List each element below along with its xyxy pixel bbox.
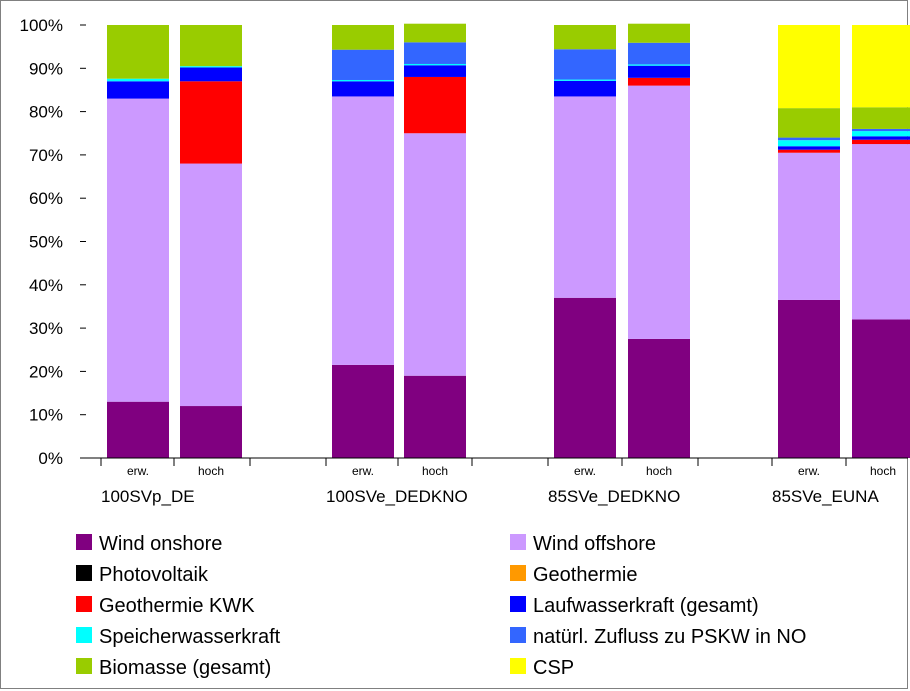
legend-label: Photovoltaik (99, 564, 209, 586)
legend-label: Geothermie KWK (99, 595, 255, 617)
bar-segment (180, 81, 242, 164)
x-subcategory-label: erw. (127, 464, 149, 478)
x-group-label: 85SVe_DEDKNO (548, 487, 680, 506)
bar-segment (778, 25, 840, 109)
legend-label: Wind offshore (533, 533, 656, 555)
bar-segment (628, 77, 690, 86)
y-tick-label: 20% (29, 362, 63, 381)
bar-segment (332, 25, 394, 50)
bar-segment (404, 133, 466, 376)
bar-segment (404, 42, 466, 64)
bar-segment (404, 23, 466, 43)
y-tick-label: 10% (29, 406, 63, 425)
bar-segment (404, 76, 466, 134)
x-group-label: 100SVe_DEDKNO (326, 487, 468, 506)
y-tick-label: 70% (29, 146, 63, 165)
bar-segment (332, 79, 394, 82)
legend-swatch (510, 565, 526, 581)
bar-segment (180, 163, 242, 407)
bar-segment (554, 80, 616, 97)
bar-segment (628, 64, 690, 66)
bar-segment (778, 108, 840, 138)
y-tick-label: 80% (29, 103, 63, 122)
y-tick-label: 40% (29, 276, 63, 295)
bar-segment (778, 146, 840, 150)
y-tick-label: 100% (20, 16, 63, 35)
bar-segment (554, 297, 616, 458)
bar-segment (180, 406, 242, 458)
bar-segment (852, 136, 910, 140)
bar-segment (554, 79, 616, 81)
bar-segment (554, 96, 616, 298)
y-tick-label: 30% (29, 319, 63, 338)
bar-segment (852, 144, 910, 320)
x-subcategory-label: hoch (870, 464, 896, 478)
bar-segment (180, 25, 242, 67)
legend-swatch (510, 658, 526, 674)
bar-segment (852, 131, 910, 137)
x-subcategory-label: erw. (352, 464, 374, 478)
legend-label: Laufwasserkraft (gesamt) (533, 595, 759, 617)
bar-segment (778, 149, 840, 153)
y-tick-label: 90% (29, 59, 63, 78)
x-subcategory-label: erw. (574, 464, 596, 478)
bar-segment (107, 401, 169, 458)
bar-segment (332, 81, 394, 97)
y-tick-label: 60% (29, 189, 63, 208)
bar-segment (180, 67, 242, 82)
x-subcategory-label: hoch (646, 464, 672, 478)
bar-segment (404, 65, 466, 77)
x-group-label: 100SVp_DE (101, 487, 195, 506)
legend-swatch (76, 534, 92, 550)
bar-segment (628, 42, 690, 65)
legend-swatch (510, 534, 526, 550)
legend-label: Speicherwasserkraft (99, 626, 281, 648)
legend-label: Biomasse (gesamt) (99, 657, 271, 679)
bar-segment (778, 137, 840, 141)
bar-segment (332, 49, 394, 80)
bar-segment (107, 25, 169, 79)
bar-segment (852, 139, 910, 145)
bar-segment (628, 338, 690, 458)
legend-swatch (76, 596, 92, 612)
bar-segment (778, 140, 840, 147)
legend-label: Geothermie (533, 564, 638, 586)
bar-segment (404, 63, 466, 66)
y-tick-label: 0% (38, 449, 63, 468)
bar-segment (180, 66, 242, 68)
x-subcategory-label: hoch (198, 464, 224, 478)
legend-swatch (76, 627, 92, 643)
bar-segment (332, 96, 394, 365)
legend-label: Wind onshore (99, 533, 222, 555)
bar-segment (852, 319, 910, 458)
bar-segment (852, 25, 910, 108)
bar-segment (554, 49, 616, 80)
bar-segment (852, 107, 910, 129)
legend-swatch (510, 596, 526, 612)
bar-segment (332, 364, 394, 458)
bar-segment (778, 152, 840, 300)
legend-label: natürl. Zufluss zu PSKW in NO (533, 626, 806, 648)
y-tick-label: 50% (29, 233, 63, 252)
x-subcategory-label: erw. (798, 464, 820, 478)
bar-segment (107, 98, 169, 402)
bar-segment (628, 65, 690, 78)
bar-segment (778, 299, 840, 458)
legend-swatch (510, 627, 526, 643)
bar-segment (107, 81, 169, 99)
legend-swatch (76, 658, 92, 674)
legend-label: CSP (533, 657, 574, 679)
legend-swatch (76, 565, 92, 581)
x-subcategory-label: hoch (422, 464, 448, 478)
bar-segment (107, 78, 169, 82)
bar-segment (628, 85, 690, 339)
bar-segment (852, 128, 910, 132)
x-group-label: 85SVe_EUNA (772, 487, 879, 506)
bar-segment (554, 25, 616, 50)
bar-segment (628, 23, 690, 43)
bar-segment (404, 375, 466, 458)
